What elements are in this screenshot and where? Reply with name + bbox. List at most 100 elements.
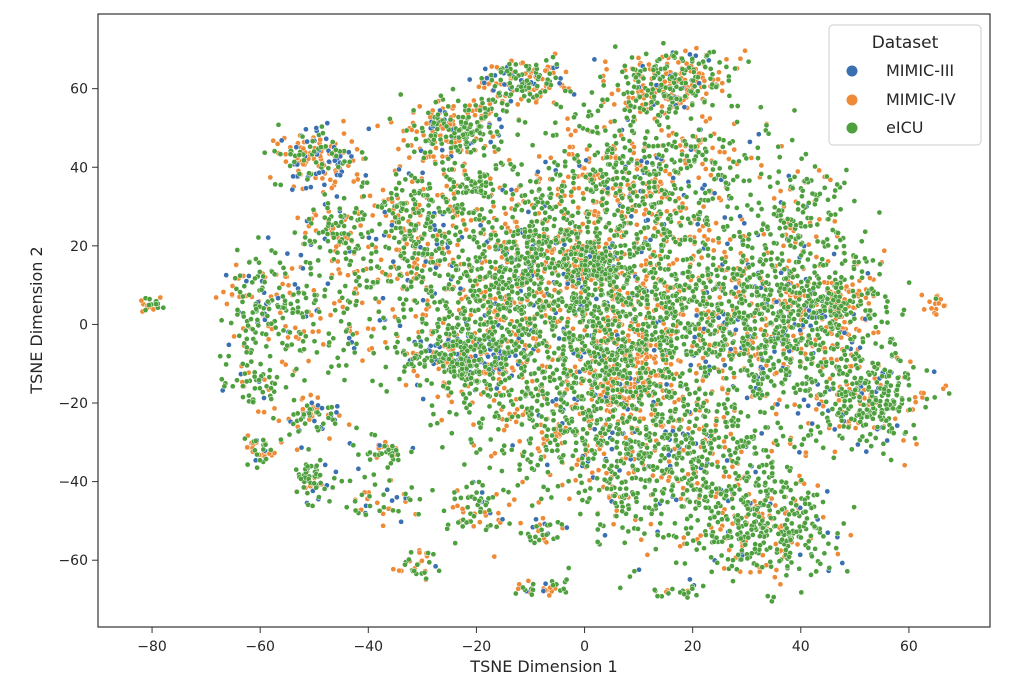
point-eicu [419,267,425,274]
point-eicu [394,349,400,356]
point-eicu [466,234,473,240]
point-mimic-iv [814,482,821,489]
point-eicu [498,69,504,76]
point-mimic-iii [773,298,780,305]
point-mimic-iv [933,311,940,318]
point-mimic-iv [516,438,523,445]
point-eicu [542,265,548,272]
point-eicu [293,366,300,372]
point-mimic-iv [772,574,778,581]
point-mimic-iv [519,479,526,485]
point-eicu [440,166,447,173]
point-eicu [294,309,301,315]
point-mimic-iv [835,551,841,557]
point-mimic-iv [463,226,469,233]
point-eicu [455,519,462,526]
point-mimic-iv [138,297,145,304]
point-mimic-iv [719,80,726,86]
point-eicu [536,285,543,292]
point-eicu [612,181,619,188]
point-mimic-iv [772,502,779,509]
point-mimic-iv [566,151,572,158]
point-eicu [294,298,301,305]
point-eicu [407,213,414,220]
point-mimic-iii [396,166,402,173]
point-eicu [551,223,557,229]
point-mimic-iv [771,195,778,202]
point-eicu [395,265,402,271]
point-eicu [272,324,279,331]
point-mimic-iv [511,496,518,503]
point-mimic-iv [638,536,645,543]
point-eicu [503,90,509,97]
point-mimic-iv [476,519,483,525]
point-eicu [507,161,514,167]
point-eicu [313,159,319,166]
point-mimic-iv [229,291,235,298]
point-eicu [378,204,385,211]
point-eicu [395,457,402,463]
point-eicu [381,504,387,511]
point-mimic-iv [289,265,295,272]
point-eicu [303,283,310,289]
point-mimic-iv [601,450,607,457]
point-mimic-iii [316,169,323,176]
point-mimic-iii [644,159,650,166]
point-mimic-iii [298,444,305,451]
point-eicu [441,507,447,514]
point-eicu [251,373,258,380]
point-mimic-iii [564,280,571,287]
point-mimic-iv [870,330,877,336]
point-mimic-iv [368,345,375,352]
point-eicu [477,349,484,355]
point-mimic-iv [337,270,343,277]
point-eicu [355,451,362,458]
point-eicu [382,229,389,235]
point-eicu [552,237,559,243]
point-mimic-iv [282,151,289,158]
point-mimic-iv [509,196,515,203]
point-eicu [218,376,225,383]
point-eicu [532,211,539,217]
point-eicu [367,449,373,456]
point-eicu [543,433,550,439]
point-eicu [446,308,453,315]
point-eicu [432,160,439,167]
point-eicu [559,298,566,305]
point-mimic-iii [663,381,670,388]
point-eicu [296,152,303,158]
point-eicu [403,207,410,214]
point-eicu [364,179,370,186]
point-eicu [466,262,473,268]
point-mimic-iii [824,529,831,536]
point-eicu [330,256,337,263]
point-eicu [242,327,249,334]
point-mimic-iv [400,137,407,144]
point-eicu [337,213,344,220]
point-eicu [287,329,293,336]
point-eicu [299,133,306,140]
point-eicu [461,261,467,267]
point-eicu [441,285,448,292]
point-eicu [516,117,522,124]
point-eicu [476,287,483,294]
point-eicu [410,107,417,114]
point-mimic-iii [727,346,734,353]
point-eicu [546,292,553,299]
point-mimic-iv [651,355,657,362]
point-mimic-iv [517,520,524,526]
point-mimic-iii [542,159,549,165]
point-eicu [499,338,505,345]
point-eicu [263,456,269,462]
point-eicu [533,92,540,99]
point-mimic-iv [445,249,452,255]
point-eicu [480,145,487,151]
point-eicu [430,551,437,558]
point-eicu [385,446,392,453]
point-mimic-iii [466,76,473,83]
point-eicu [481,321,487,328]
point-eicu [363,277,370,284]
point-eicu [403,127,410,134]
point-eicu [425,550,431,556]
point-eicu [478,75,485,82]
